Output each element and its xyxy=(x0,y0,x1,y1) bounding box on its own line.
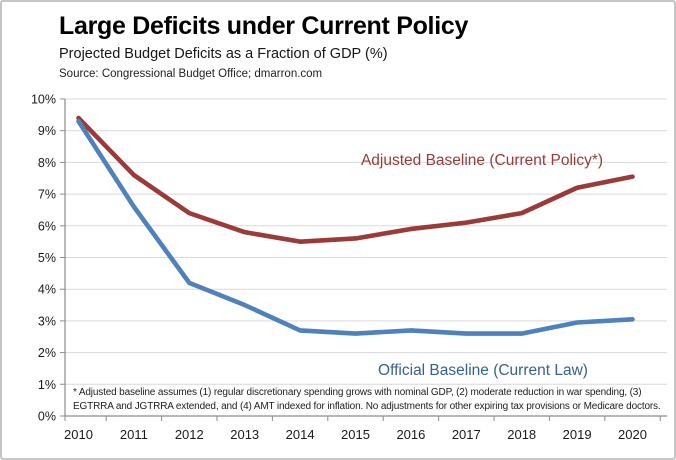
x-axis-label: 2018 xyxy=(507,427,536,442)
source-note: Source: Congressional Budget Office; dma… xyxy=(59,68,323,80)
x-axis-label: 2020 xyxy=(618,427,647,442)
x-axis-label: 2019 xyxy=(563,427,592,442)
x-axis-label: 2016 xyxy=(396,427,425,442)
y-axis-label: 2% xyxy=(38,346,56,360)
x-axis-label: 2013 xyxy=(230,427,259,442)
y-axis-label: 3% xyxy=(38,314,56,328)
x-axis-label: 2012 xyxy=(175,427,204,442)
y-axis-label: 0% xyxy=(38,410,56,424)
series-label-official-baseline: Official Baseline (Current Law) xyxy=(378,362,588,379)
series-line-adjusted-baseline xyxy=(76,115,635,244)
x-axis-label: 2017 xyxy=(452,427,481,442)
chart-subtitle: Projected Budget Deficits as a Fraction … xyxy=(59,46,388,62)
y-axis-label: 1% xyxy=(38,378,56,392)
chart-title: Large Deficits under Current Policy xyxy=(59,12,469,40)
y-axis-label: 6% xyxy=(38,219,56,233)
x-axis-label: 2011 xyxy=(120,427,148,442)
x-axis-label: 2014 xyxy=(286,427,315,442)
y-axis-label: 10% xyxy=(31,93,56,107)
x-axis-label: 2010 xyxy=(64,427,93,442)
y-axis-label: 8% xyxy=(38,156,56,170)
series-line-official-baseline xyxy=(76,118,635,336)
y-axis-label: 4% xyxy=(38,283,56,297)
footnote: * Adjusted baseline assumes (1) regular … xyxy=(73,387,661,412)
y-axis-label: 7% xyxy=(38,188,56,202)
y-axis-label: 9% xyxy=(38,124,56,138)
y-axis-label: 5% xyxy=(38,251,56,265)
series-label-adjusted-baseline: Adjusted Baseline (Current Policy*) xyxy=(360,152,604,169)
x-axis-label: 2015 xyxy=(341,427,370,442)
